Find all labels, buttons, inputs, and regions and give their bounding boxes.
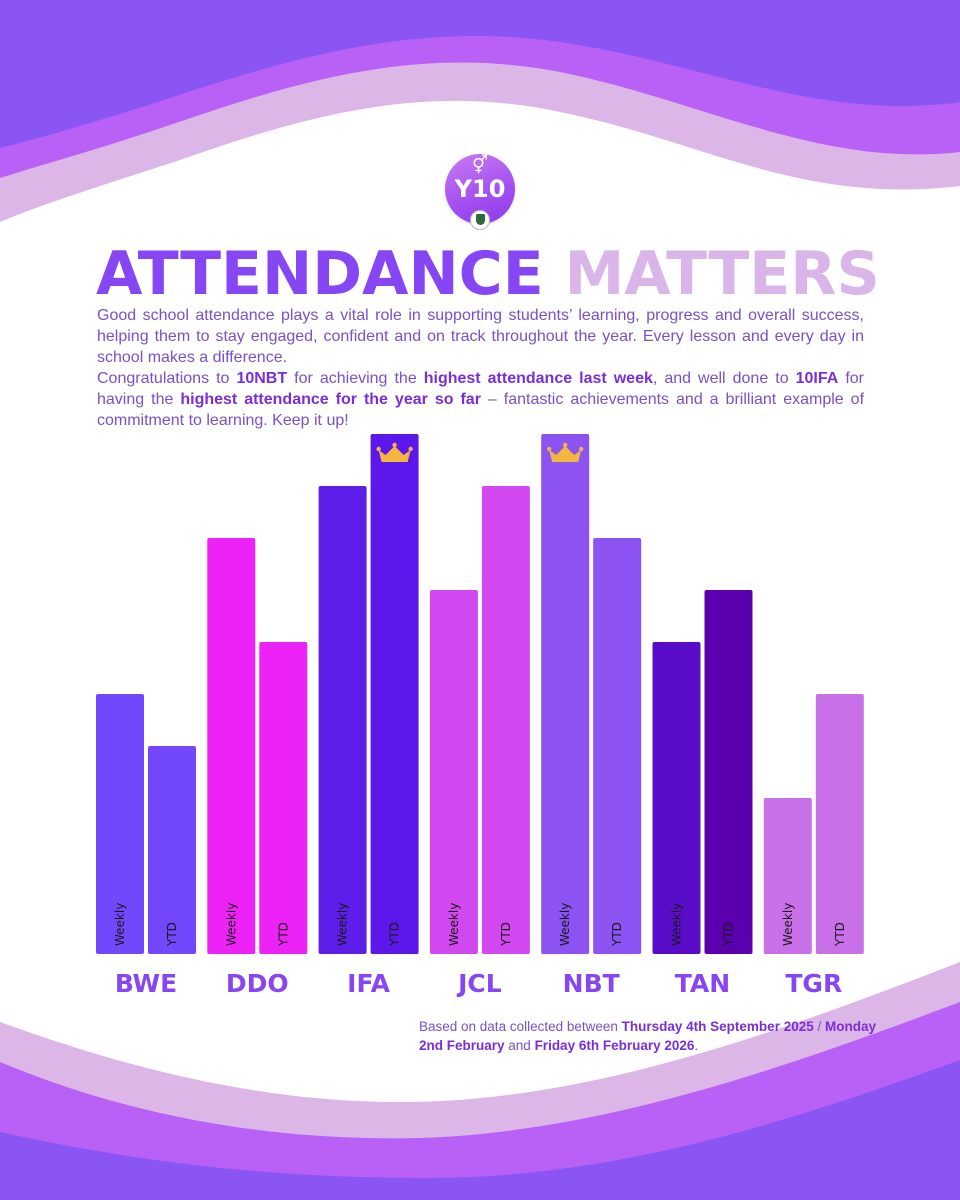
intro-paragraph-1: Good school attendance plays a vital rol… <box>97 307 864 366</box>
ytd-winner: 10IFA <box>795 370 839 387</box>
bottom-wave-dark <box>0 1060 960 1200</box>
title-part-2: MATTERS <box>564 239 880 309</box>
intro-text: Good school attendance plays a vital rol… <box>97 307 865 429</box>
year-badge-label: Y10 <box>454 175 506 203</box>
title-part-1: ATTENDANCE <box>96 239 544 309</box>
page-title: ATTENDANCE MATTERS <box>96 239 880 309</box>
crest-shield <box>476 214 485 225</box>
gender-symbol-icon: ⚥ <box>471 155 489 176</box>
top-wave-dark <box>0 0 960 148</box>
weekly-winner: 10NBT <box>236 370 288 387</box>
school-crest-icon <box>470 210 490 230</box>
data-collection-note: Based on data collected between Thursday… <box>419 1019 877 1053</box>
